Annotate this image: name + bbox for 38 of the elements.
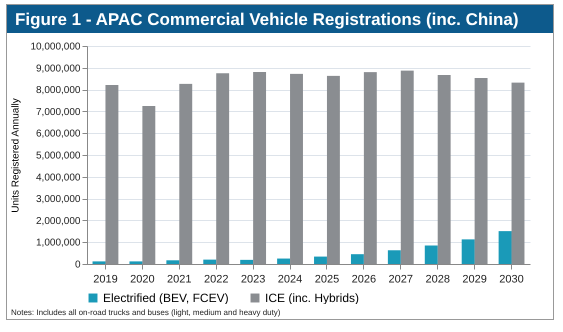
bar [129, 261, 142, 264]
y-tick-label: 9,000,000 [36, 63, 81, 74]
bar [240, 260, 254, 264]
x-tick-label: 2025 [314, 274, 340, 286]
x-tick-label: 2030 [499, 274, 524, 286]
bar [203, 260, 216, 264]
bar [424, 245, 438, 264]
chart-title: Figure 1 - APAC Commercial Vehicle Registrations (inc. China) [7, 5, 553, 33]
x-tick-label: 2021 [167, 274, 192, 286]
x-tick-label: 2024 [278, 274, 302, 286]
bar [92, 261, 106, 264]
x-tick-label: 2020 [130, 274, 155, 286]
x-tick-label: 2028 [425, 274, 450, 286]
y-tick-label: 4,000,000 [36, 172, 81, 184]
y-tick-label: 3,000,000 [36, 194, 81, 206]
y-tick-label: 2,000,000 [36, 216, 81, 227]
bar [462, 239, 475, 264]
y-tick-label: 0 [74, 260, 81, 270]
x-tick-label: 2023 [240, 274, 266, 286]
y-tick-label: 5,000,000 [36, 150, 81, 162]
y-axis-title: Units Registered Annually [10, 98, 22, 213]
x-tick-label: 2029 [462, 274, 487, 286]
bar [388, 250, 401, 264]
bar [277, 258, 290, 264]
x-tick-label: 2019 [93, 274, 118, 286]
y-tick-label: 8,000,000 [36, 85, 81, 96]
y-tick-label: 7,000,000 [36, 106, 81, 118]
bar [350, 254, 364, 264]
text: Notes: Includes all on-road trucks and buses (light, medium and heavy duty) [11, 308, 280, 317]
bar [166, 260, 180, 264]
y-tick-label: 1,000,000 [36, 238, 81, 249]
y-tick-label: 6,000,000 [36, 128, 81, 140]
x-tick-label: 2026 [352, 274, 376, 286]
x-tick-label: 2022 [204, 274, 228, 286]
y-tick-label: 10,000,000 [30, 42, 81, 52]
x-tick-label: 2027 [388, 274, 414, 286]
bar [498, 231, 512, 264]
bar [314, 256, 327, 264]
